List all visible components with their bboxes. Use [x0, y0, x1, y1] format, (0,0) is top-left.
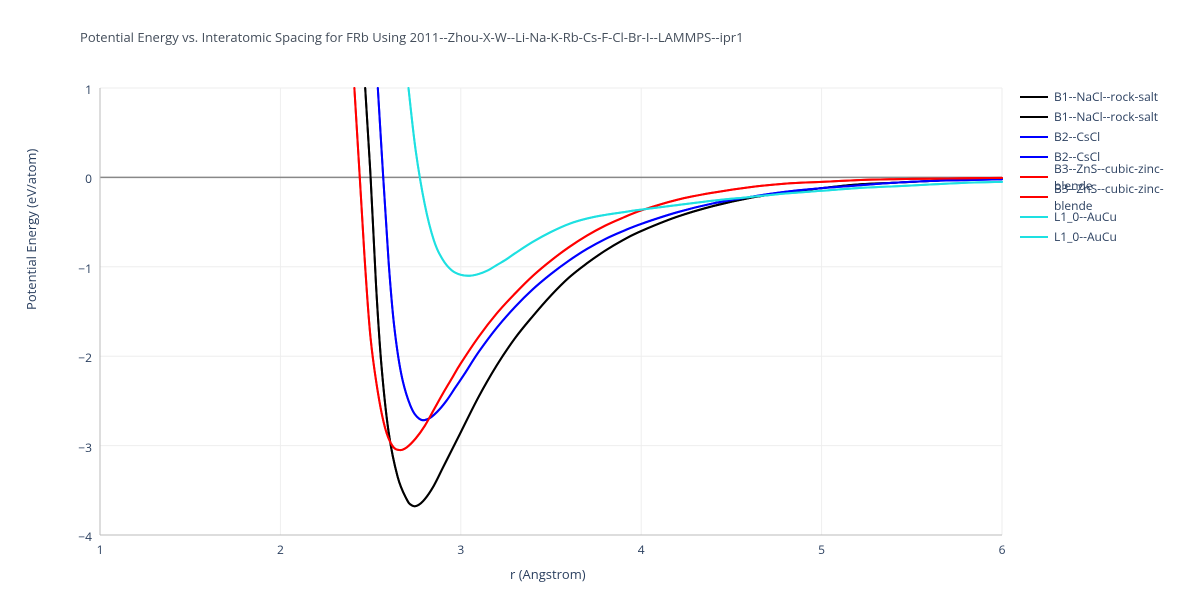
- legend-label: L1_0--AuCu: [1054, 228, 1117, 245]
- series-lines: [354, 88, 1002, 506]
- y-tick-label: 1: [52, 81, 92, 98]
- legend-item[interactable]: L1_0--AuCu: [1020, 228, 1200, 245]
- x-tick-label: 1: [90, 541, 110, 558]
- legend-swatch: [1020, 176, 1048, 178]
- x-tick-label: 4: [631, 541, 651, 558]
- chart-title: Potential Energy vs. Interatomic Spacing…: [80, 28, 744, 46]
- y-tick-label: −3: [52, 439, 92, 456]
- legend-item[interactable]: B1--NaCl--rock-salt: [1020, 88, 1200, 105]
- legend-item[interactable]: B1--NaCl--rock-salt: [1020, 108, 1200, 125]
- x-tick-label: 5: [812, 541, 832, 558]
- gridlines: [100, 88, 1002, 535]
- x-axis-label: r (Angstrom): [510, 565, 586, 583]
- axis-border: [100, 88, 1002, 535]
- y-axis-label: Potential Energy (eV/atom): [22, 149, 40, 310]
- legend-swatch: [1020, 236, 1048, 238]
- y-tick-label: 0: [52, 170, 92, 187]
- legend-swatch: [1020, 196, 1048, 198]
- x-tick-label: 6: [992, 541, 1012, 558]
- x-tick-label: 3: [451, 541, 471, 558]
- y-tick-label: −1: [52, 260, 92, 277]
- x-tick-label: 2: [270, 541, 290, 558]
- y-tick-label: −2: [52, 349, 92, 366]
- legend-label: B1--NaCl--rock-salt: [1054, 108, 1158, 125]
- y-tick-label: −4: [52, 528, 92, 545]
- legend[interactable]: B1--NaCl--rock-salt B1--NaCl--rock-salt B2…: [1020, 88, 1200, 248]
- legend-swatch: [1020, 156, 1048, 158]
- chart-container: Potential Energy vs. Interatomic Spacing…: [0, 0, 1200, 600]
- legend-swatch: [1020, 116, 1048, 118]
- legend-label: L1_0--AuCu: [1054, 208, 1117, 225]
- legend-swatch: [1020, 96, 1048, 98]
- legend-swatch: [1020, 136, 1048, 138]
- plot-svg: [100, 88, 1002, 535]
- legend-item[interactable]: B2--CsCl: [1020, 128, 1200, 145]
- legend-item[interactable]: B3--ZnS--cubic-zinc-blende: [1020, 188, 1200, 205]
- legend-label: B1--NaCl--rock-salt: [1054, 88, 1158, 105]
- legend-swatch: [1020, 216, 1048, 218]
- legend-label: B2--CsCl: [1054, 128, 1100, 145]
- plot-area[interactable]: [100, 88, 1002, 535]
